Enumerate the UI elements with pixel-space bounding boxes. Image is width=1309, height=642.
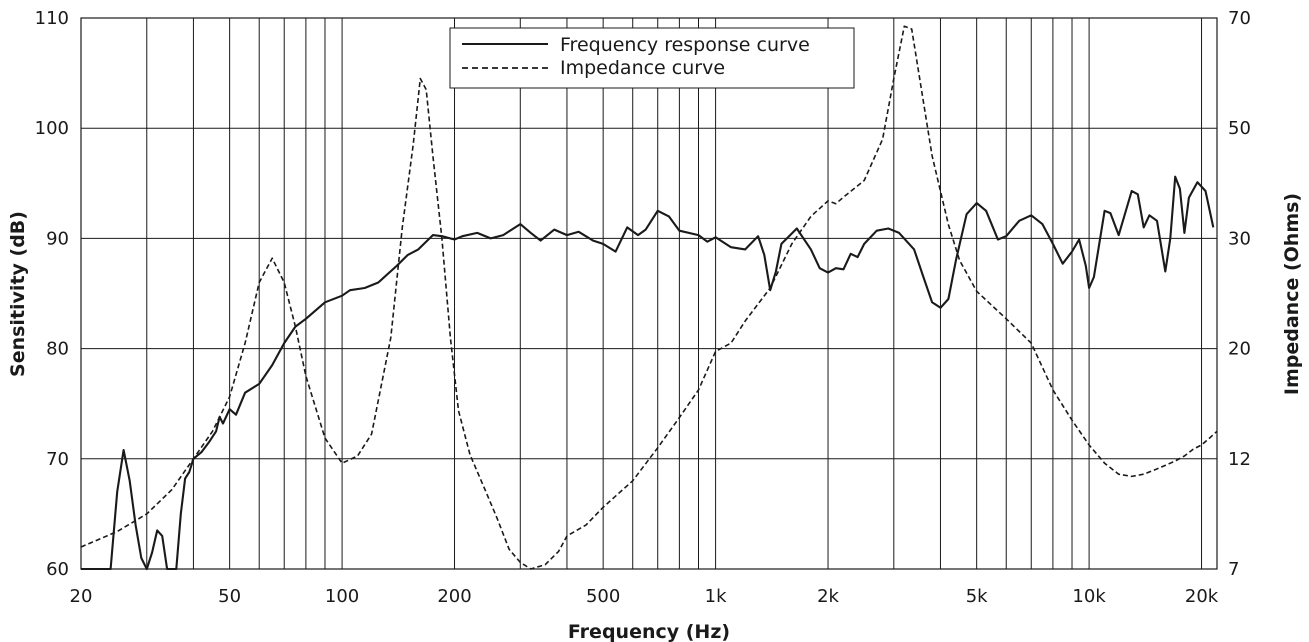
x-tick-label: 20 [70, 586, 93, 607]
left-y-tick-label: 90 [46, 228, 69, 249]
x-tick-label: 50 [218, 586, 241, 607]
right-y-axis-title: Impedance (Ohms) [1281, 193, 1303, 395]
right-y-tick-label: 12 [1228, 449, 1251, 470]
x-tick-label: 10k [1072, 586, 1106, 607]
right-y-tick-label: 50 [1228, 118, 1251, 139]
left-y-tick-label: 70 [46, 449, 69, 470]
impedance-curve [80, 25, 1218, 570]
frequency-response-curve [81, 175, 1215, 571]
right-y-tick-label: 20 [1228, 339, 1251, 360]
x-tick-label: 200 [437, 586, 471, 607]
left-y-axis-title: Sensitivity (dB) [7, 211, 29, 377]
x-tick-label: 500 [586, 586, 620, 607]
left-y-tick-label: 60 [46, 559, 69, 580]
legend: Frequency response curve Impedance curve [449, 27, 855, 89]
plot-frame [80, 17, 1218, 570]
legend-label-impedance: Impedance curve [560, 57, 725, 79]
right-y-tick-label: 7 [1228, 559, 1239, 580]
chart-grid [81, 17, 1217, 570]
x-tick-label: 100 [325, 586, 359, 607]
chart-series [80, 25, 1218, 571]
legend-box [449, 27, 855, 89]
right-y-tick-label: 70 [1228, 8, 1251, 29]
left-y-tick-label: 100 [35, 118, 69, 139]
right-y-tick-label: 30 [1228, 228, 1251, 249]
x-tick-label: 20k [1185, 586, 1219, 607]
legend-label-frequency-response: Frequency response curve [560, 34, 810, 56]
left-y-tick-label: 80 [46, 339, 69, 360]
x-tick-label: 1k [705, 586, 727, 607]
x-tick-label: 5k [966, 586, 988, 607]
x-axis-title: Frequency (Hz) [568, 621, 730, 642]
chart-ticks: 60 70 80 90 100 110 7 12 20 30 50 70 20 50 100 200 500 1k… [35, 8, 1251, 607]
left-y-tick-label: 110 [35, 8, 69, 29]
x-tick-label: 2k [817, 586, 839, 607]
